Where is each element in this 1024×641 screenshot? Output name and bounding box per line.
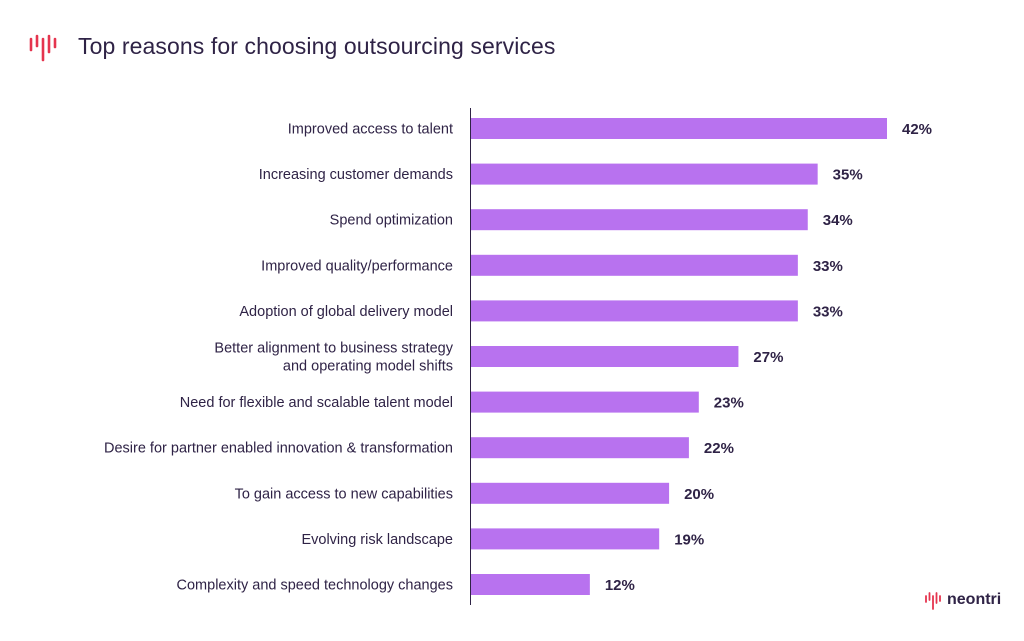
bar	[471, 346, 739, 367]
category-label-line: Better alignment to business strategy	[214, 341, 453, 357]
category-label-line: Evolving risk landscape	[301, 532, 453, 548]
bar-value-label: 22%	[704, 440, 734, 457]
category-label: Desire for partner enabled innovation & …	[104, 441, 453, 457]
category-label-line: Adoption of global delivery model	[239, 304, 453, 320]
neontri-waveform-icon	[29, 34, 57, 62]
category-label: Spend optimization	[330, 213, 453, 229]
bars-group	[471, 118, 887, 595]
category-label: Improved access to talent	[288, 122, 453, 138]
neontri-waveform-icon	[925, 592, 941, 610]
logo-text: neontri	[947, 591, 1002, 608]
category-label-line: Improved quality/performance	[261, 258, 453, 274]
category-label-line: To gain access to new capabilities	[235, 486, 453, 502]
category-label-line: and operating model shifts	[283, 359, 453, 375]
neontri-logo: neontri	[924, 589, 1001, 611]
category-label-line: Improved access to talent	[288, 122, 453, 138]
category-label-line: Complexity and speed technology changes	[177, 578, 453, 594]
bar-value-label: 23%	[714, 395, 744, 412]
bar	[471, 209, 808, 231]
category-labels: Improved access to talent Increasing cust…	[104, 122, 454, 594]
bar	[471, 254, 798, 276]
category-label: Increasing customer demands	[259, 167, 453, 183]
chart-header: Top reasons for choosing outsourcing ser…	[28, 28, 556, 64]
category-label: Improved quality/performance	[261, 258, 453, 274]
category-label: Evolving risk landscape	[301, 532, 453, 548]
bar-value-label: 42%	[902, 121, 932, 138]
bar	[471, 391, 699, 413]
bar	[471, 163, 818, 185]
bar-value-label: 12%	[605, 577, 635, 594]
category-label-line: Desire for partner enabled innovation & …	[104, 441, 453, 457]
bar-value-label: 27%	[753, 349, 783, 366]
bar	[471, 574, 590, 595]
bar-value-label: 34%	[823, 212, 853, 229]
category-label: Better alignment to business strategy and…	[214, 341, 453, 375]
bar	[471, 118, 887, 139]
bar-value-label: 19%	[674, 531, 704, 548]
category-label: Complexity and speed technology changes	[177, 578, 453, 594]
category-label-line: Need for flexible and scalable talent mo…	[180, 395, 453, 411]
bar	[471, 482, 670, 504]
bar	[471, 528, 660, 550]
bar	[471, 300, 798, 322]
category-label: Adoption of global delivery model	[239, 304, 453, 320]
category-label-line: Spend optimization	[330, 213, 453, 229]
bar-value-label: 33%	[813, 258, 843, 275]
bar-value-label: 20%	[684, 486, 714, 503]
bar-value-label: 35%	[833, 167, 863, 184]
bar-value-label: 33%	[813, 303, 843, 320]
category-label: Need for flexible and scalable talent mo…	[180, 395, 453, 411]
chart-title: Top reasons for choosing outsourcing ser…	[78, 32, 556, 59]
bar	[471, 437, 689, 459]
category-label: To gain access to new capabilities	[235, 486, 453, 502]
value-labels: 42% 35% 34% 33% 33% 27% 23% 22% 20% 19% 12%	[605, 121, 932, 594]
category-label-line: Increasing customer demands	[259, 167, 453, 183]
